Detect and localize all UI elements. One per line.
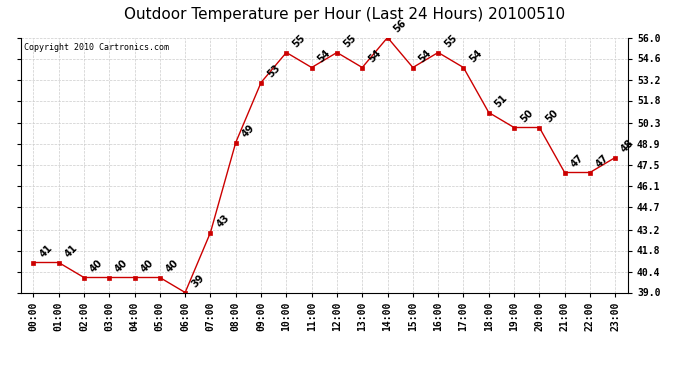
Text: 41: 41 xyxy=(63,243,79,260)
Text: 39: 39 xyxy=(189,273,206,290)
Text: 50: 50 xyxy=(544,108,560,125)
Text: 49: 49 xyxy=(240,123,257,140)
Text: Copyright 2010 Cartronics.com: Copyright 2010 Cartronics.com xyxy=(23,43,169,52)
Text: 55: 55 xyxy=(290,33,307,50)
Text: 50: 50 xyxy=(518,108,535,125)
Text: 55: 55 xyxy=(341,33,357,50)
Text: 53: 53 xyxy=(265,63,282,80)
Text: 47: 47 xyxy=(594,153,611,170)
Text: 51: 51 xyxy=(493,93,509,110)
Text: 54: 54 xyxy=(366,48,383,65)
Text: 43: 43 xyxy=(215,213,231,230)
Text: 54: 54 xyxy=(417,48,433,65)
Text: 40: 40 xyxy=(88,258,105,275)
Text: 40: 40 xyxy=(139,258,155,275)
Text: 40: 40 xyxy=(113,258,130,275)
Text: 40: 40 xyxy=(164,258,181,275)
Text: 54: 54 xyxy=(468,48,484,65)
Text: 48: 48 xyxy=(620,138,636,155)
Text: 54: 54 xyxy=(316,48,333,65)
Text: 47: 47 xyxy=(569,153,585,170)
Text: 41: 41 xyxy=(37,243,54,260)
Text: Outdoor Temperature per Hour (Last 24 Hours) 20100510: Outdoor Temperature per Hour (Last 24 Ho… xyxy=(124,8,566,22)
Text: 56: 56 xyxy=(392,18,408,35)
Text: 55: 55 xyxy=(442,33,459,50)
